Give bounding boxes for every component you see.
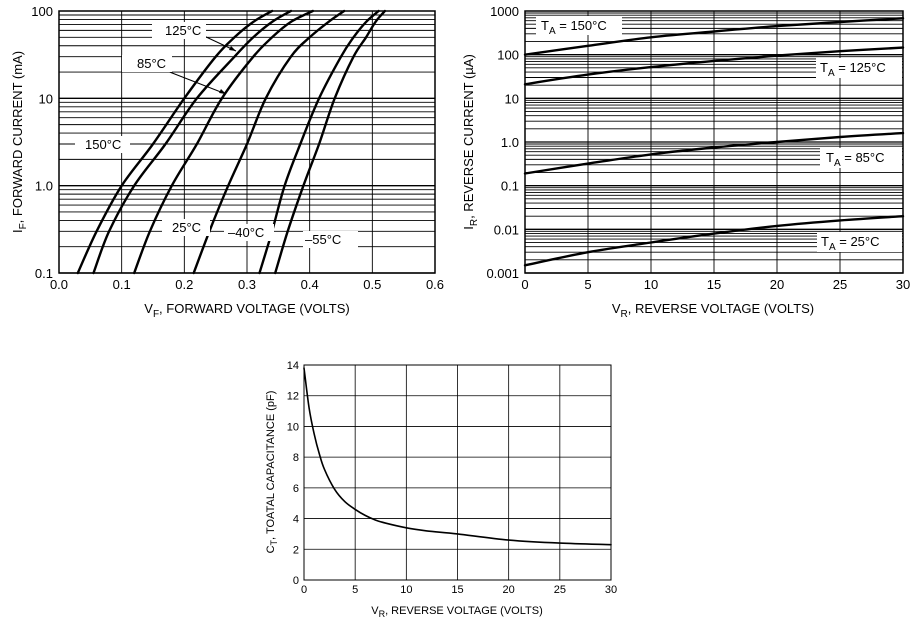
y-tick-label: 0	[293, 575, 299, 587]
y-tick-label: 1.0	[501, 135, 519, 150]
x-tick-label: 25	[554, 584, 566, 596]
forward-x-ticks: 0.0 0.1 0.2 0.3 0.4 0.5 0.6	[50, 277, 444, 292]
x-tick-label: 10	[644, 277, 658, 292]
x-tick-label: 30	[605, 584, 617, 596]
x-tick-label: 0.0	[50, 277, 68, 292]
label-arrow-125	[229, 46, 236, 51]
y-tick-label: 0.1	[35, 266, 53, 281]
label-leader-85	[166, 70, 227, 95]
y-tick-label: 10	[39, 91, 53, 106]
y-tick-label: 100	[31, 4, 53, 19]
y-tick-label: 0.001	[486, 266, 519, 281]
forward-curves	[76, 9, 387, 275]
x-tick-label: 25	[833, 277, 847, 292]
forward-plot-frame	[58, 10, 436, 274]
series-line-2	[523, 46, 905, 86]
x-tick-label: 0	[521, 277, 528, 292]
label-minus55C: –55°C	[305, 232, 341, 247]
label-25C: 25°C	[172, 220, 201, 235]
series-line-1	[303, 367, 612, 546]
series-line-2	[92, 9, 293, 275]
capacitance-y-axis-title: CT, TOATAL CAPACITANCE (pF)	[265, 391, 279, 554]
y-tick-label: 8	[293, 452, 299, 464]
y-tick-label: 14	[287, 360, 299, 372]
label-ta-125C: TA = 125°C	[820, 60, 886, 79]
reverse-y-ticks: 0.001 0.01 0.1 1.0 10 100 1000	[486, 4, 519, 281]
x-tick-label: 20	[503, 584, 515, 596]
label-125C: 125°C	[165, 23, 201, 38]
capacitance-curves	[303, 367, 612, 546]
series-line-1	[523, 17, 905, 56]
y-tick-label: 0.01	[494, 222, 519, 237]
x-tick-label: 0.3	[238, 277, 256, 292]
label-85C: 85°C	[137, 56, 166, 71]
x-tick-label: 0.2	[175, 277, 193, 292]
forward-y-ticks: 0.1 1.0 10 100	[31, 4, 53, 281]
series-line-3	[133, 9, 314, 275]
capacitance-x-ticks: 0 5 10 15 20 25 30	[301, 584, 617, 596]
label-ta-25C: TA = 25°C	[821, 234, 880, 253]
reverse-current-chart: 0 5 10 15 20 25 30 0.001 0.01 0.1 1.0 10 100 1000 TA…	[461, 4, 910, 320]
y-tick-label: 6	[293, 483, 299, 495]
label-arrow-85	[219, 89, 226, 94]
forward-x-axis-title: VF, FORWARD VOLTAGE (VOLTS)	[144, 301, 349, 320]
label-minus40C: –40°C	[228, 225, 264, 240]
reverse-plot-frame	[524, 10, 904, 274]
x-tick-label: 0	[301, 584, 307, 596]
label-ta-150C: TA = 150°C	[541, 18, 607, 37]
forward-curve-labels: 125°C 85°C 150°C 25°C –40°C –55°C	[75, 22, 358, 248]
reverse-x-axis-title: VR, REVERSE VOLTAGE (VOLTS)	[612, 301, 814, 320]
reverse-curves	[523, 17, 905, 267]
series-line-3	[523, 131, 905, 175]
x-tick-label: 10	[400, 584, 412, 596]
y-tick-label: 4	[293, 514, 299, 526]
y-tick-label: 10	[287, 421, 299, 433]
x-tick-label: 0.1	[113, 277, 131, 292]
x-tick-label: 5	[584, 277, 591, 292]
y-tick-label: 100	[497, 48, 519, 63]
x-tick-label: 0.4	[301, 277, 319, 292]
x-tick-label: 0.5	[363, 277, 381, 292]
series-line-5	[258, 9, 380, 275]
reverse-curve-labels: TA = 150°C TA = 125°C TA = 85°C TA = 25°…	[536, 16, 902, 253]
x-tick-label: 20	[770, 277, 784, 292]
series-line-4	[192, 9, 346, 275]
capacitance-plot-frame	[303, 364, 612, 581]
capacitance-x-axis-title: VR, REVERSE VOLTAGE (VOLTS)	[371, 605, 543, 619]
y-tick-label: 1000	[490, 4, 519, 19]
capacitance-y-ticks: 0 2 4 6 8 10 12 14	[287, 360, 299, 587]
y-tick-label: 12	[287, 391, 299, 403]
y-tick-label: 2	[293, 544, 299, 556]
reverse-x-ticks: 0 5 10 15 20 25 30	[521, 277, 910, 292]
y-tick-label: 1.0	[35, 179, 53, 194]
x-tick-label: 5	[352, 584, 358, 596]
series-line-1	[76, 9, 274, 275]
x-tick-label: 15	[451, 584, 463, 596]
y-tick-label: 0.1	[501, 179, 519, 194]
x-tick-label: 30	[896, 277, 910, 292]
reverse-y-axis-title: IR, REVERSE CURRENT (µA)	[461, 54, 480, 230]
capacitance-chart: 0 5 10 15 20 25 30 0 2 4 6 8 10 12 14 VR, REVERSE VOL…	[265, 360, 617, 619]
series-line-6	[274, 9, 387, 275]
y-tick-label: 10	[505, 91, 519, 106]
capacitance-grid	[303, 364, 612, 581]
series-line-4	[523, 215, 905, 267]
x-tick-label: 0.6	[426, 277, 444, 292]
forward-y-axis-title: IF, FORWARD CURRENT (mA)	[10, 51, 29, 233]
forward-grid	[58, 11, 436, 274]
label-ta-85C: TA = 85°C	[826, 150, 885, 169]
label-150C: 150°C	[85, 137, 121, 152]
x-tick-label: 15	[707, 277, 721, 292]
